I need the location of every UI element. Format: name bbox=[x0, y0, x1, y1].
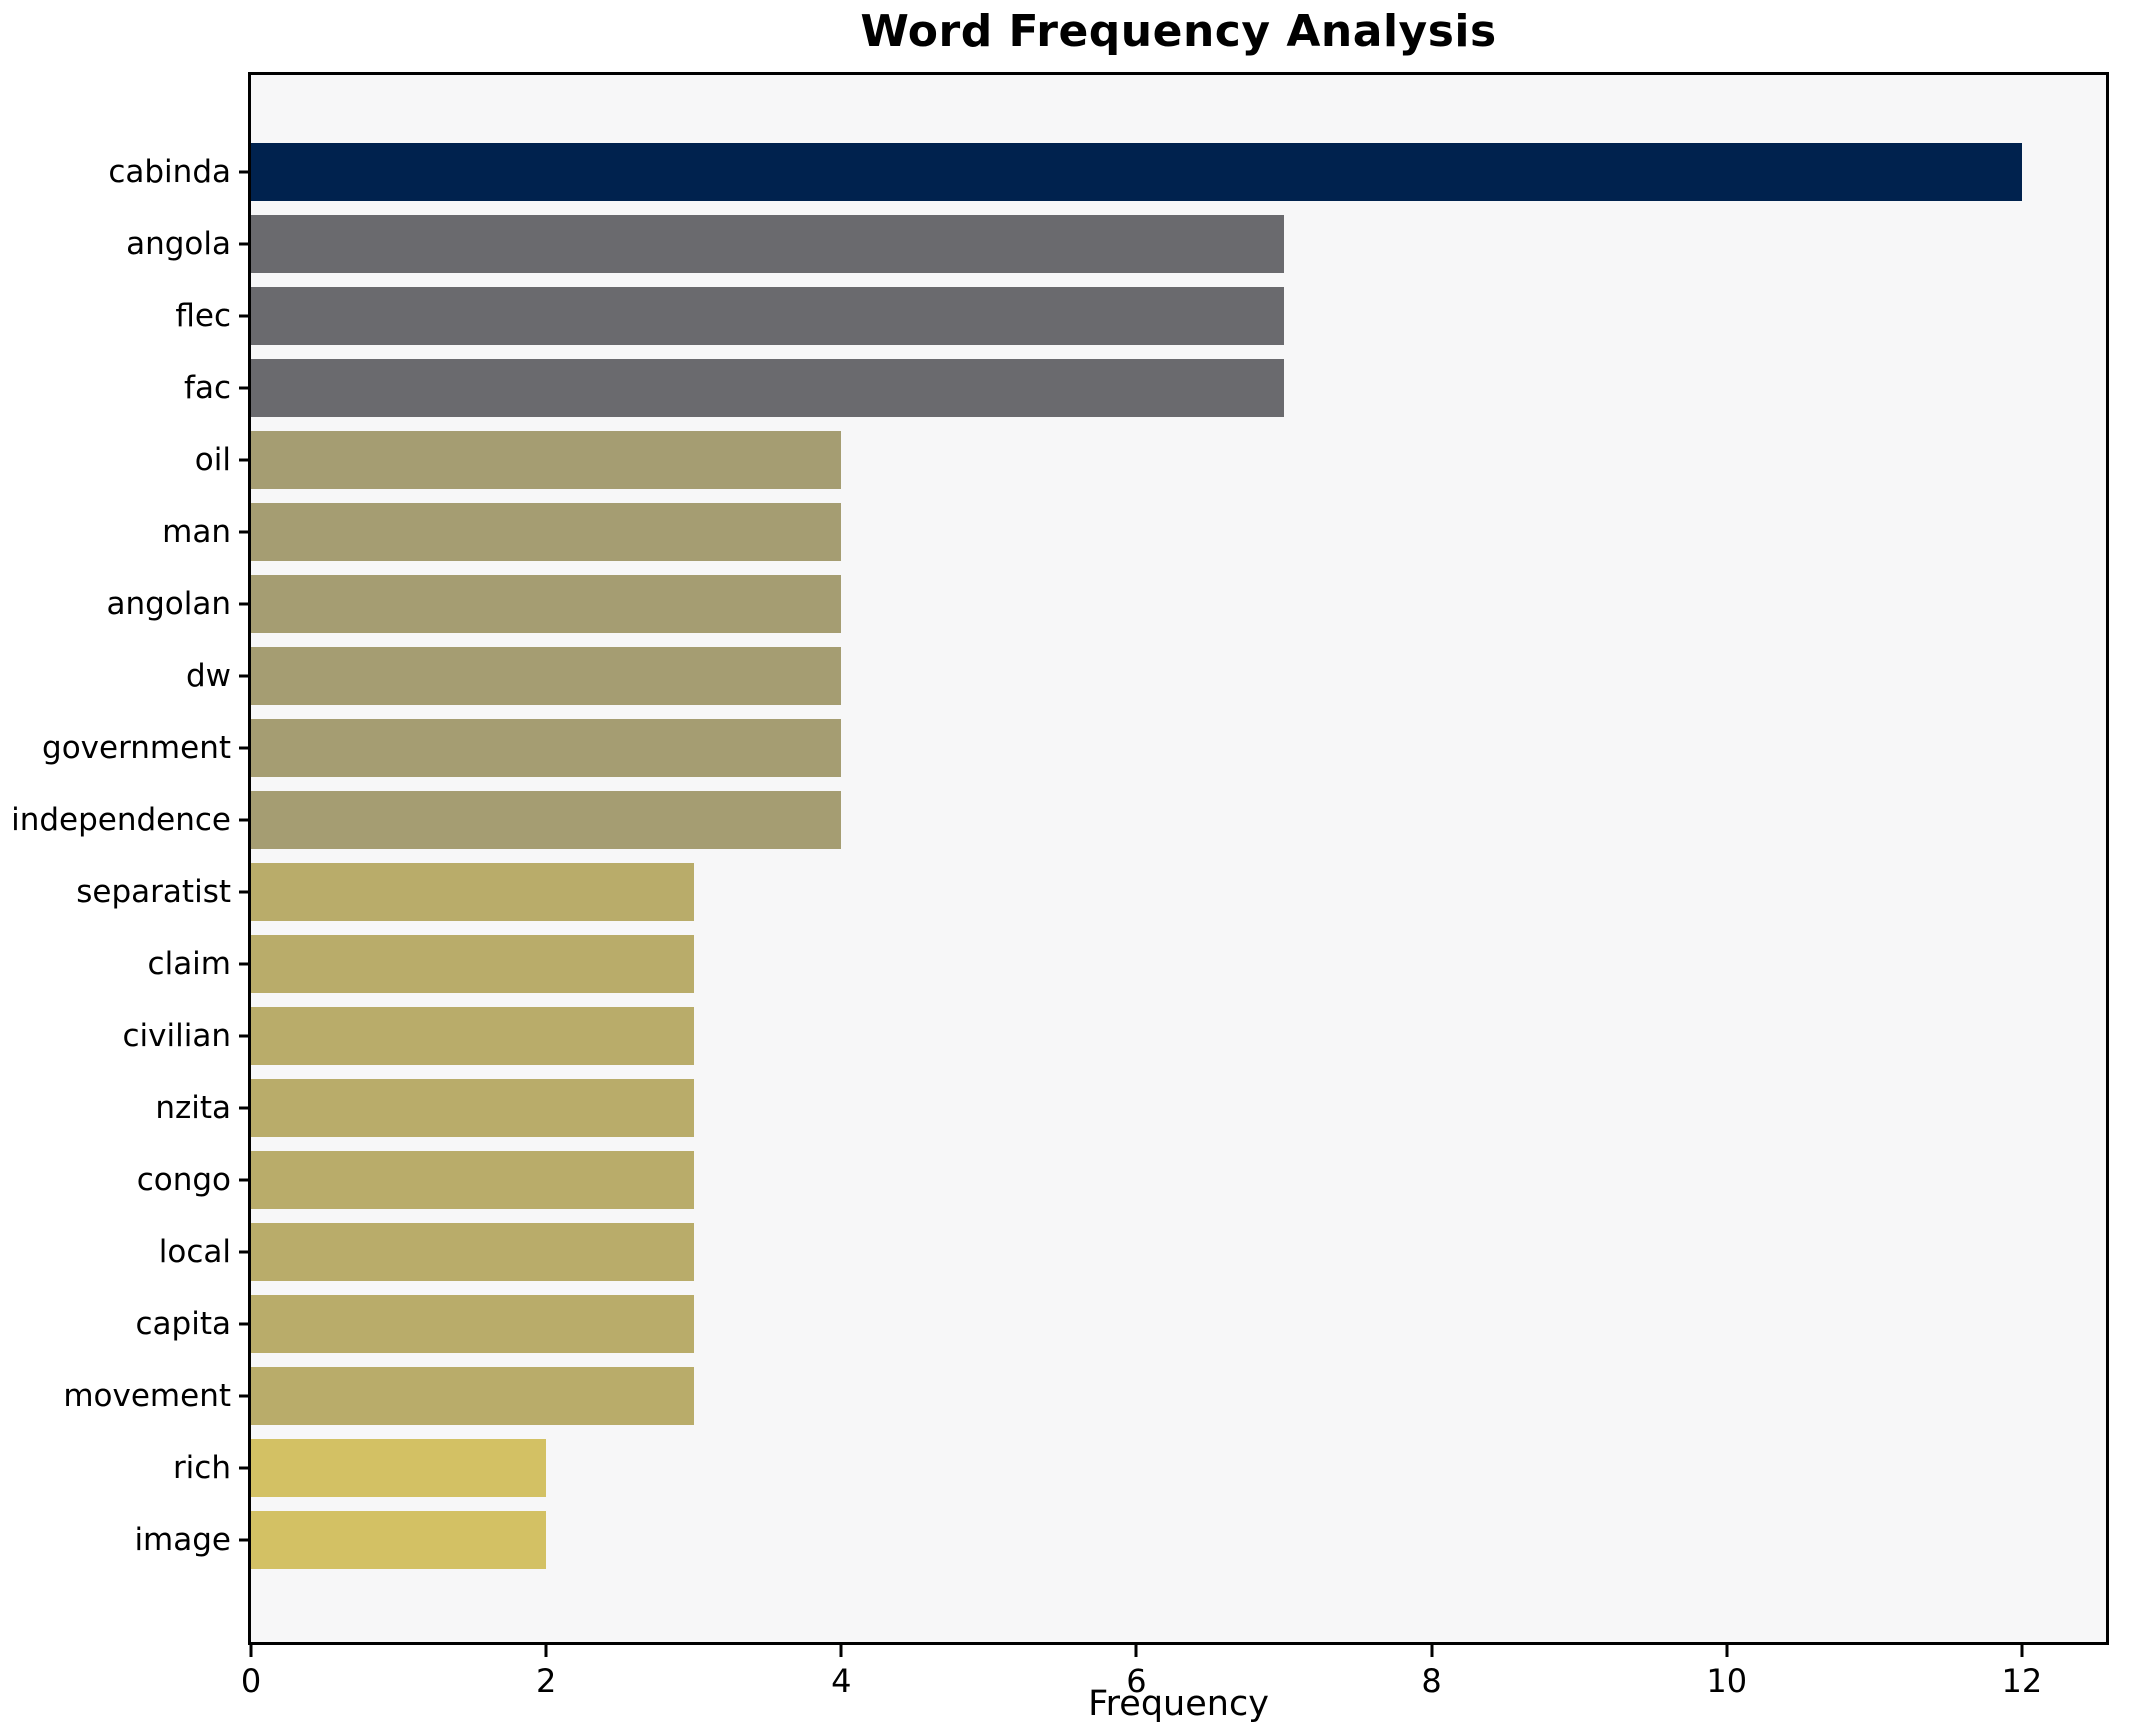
bar-angola bbox=[251, 215, 1284, 273]
bar-row: fac bbox=[184, 352, 2106, 424]
x-tick-label: 0 bbox=[240, 1662, 262, 1700]
y-tick-mark bbox=[239, 818, 248, 822]
bar-congo bbox=[251, 1151, 694, 1209]
y-tick-mark bbox=[239, 1322, 248, 1326]
bar-row: oil bbox=[195, 424, 2106, 496]
bar-row: capita bbox=[136, 1288, 2106, 1360]
y-tick-mark bbox=[239, 602, 248, 606]
x-tick-mark bbox=[544, 1645, 548, 1657]
x-tick-mark bbox=[1430, 1645, 1434, 1657]
x-tick-label: 12 bbox=[2001, 1662, 2043, 1700]
bar-row: independence bbox=[11, 784, 2106, 856]
bars-container: cabinda angola flec fac oil man angolan dw gover… bbox=[11, 75, 2106, 1642]
y-tick-mark bbox=[239, 1106, 248, 1110]
bar-rich bbox=[251, 1439, 547, 1497]
x-tick-label: 4 bbox=[831, 1662, 852, 1700]
x-tick-mark bbox=[1725, 1645, 1729, 1657]
y-axis-label: separatist bbox=[76, 874, 231, 910]
bar-row: separatist bbox=[76, 856, 2106, 928]
bar-row: government bbox=[42, 712, 2106, 784]
bar-row: angola bbox=[126, 208, 2106, 280]
y-tick-mark bbox=[239, 890, 248, 894]
y-tick-mark bbox=[239, 314, 248, 318]
y-axis-label: congo bbox=[136, 1162, 231, 1198]
y-tick-mark bbox=[239, 1250, 248, 1254]
bar-row: rich bbox=[173, 1432, 2106, 1504]
y-axis-label: rich bbox=[172, 1450, 231, 1486]
bar-movement bbox=[251, 1367, 694, 1425]
bar-nzita bbox=[251, 1079, 694, 1137]
y-axis-label: civilian bbox=[122, 1018, 232, 1054]
bar-row: movement bbox=[63, 1360, 2106, 1432]
y-tick-mark bbox=[239, 674, 248, 678]
y-tick-mark bbox=[239, 386, 248, 390]
y-axis-label: cabinda bbox=[108, 154, 231, 190]
bar-civilian bbox=[251, 1007, 694, 1065]
bar-row: flec bbox=[175, 280, 2106, 352]
y-axis-label: image bbox=[134, 1522, 231, 1558]
x-tick-label: 2 bbox=[535, 1662, 557, 1700]
bar-local bbox=[251, 1223, 694, 1281]
y-axis-label: man bbox=[162, 514, 231, 550]
bar-row: claim bbox=[148, 928, 2106, 1000]
x-axis-label: Frequency bbox=[1088, 1684, 1269, 1722]
bar-row: civilian bbox=[123, 1000, 2106, 1072]
bar-row: congo bbox=[137, 1144, 2106, 1216]
y-axis-label: flec bbox=[175, 298, 231, 334]
bar-fac bbox=[251, 359, 1284, 417]
y-tick-mark bbox=[239, 170, 248, 174]
y-tick-mark bbox=[239, 242, 248, 246]
y-axis-label: nzita bbox=[155, 1090, 231, 1126]
x-tick-mark bbox=[249, 1645, 253, 1657]
bar-row: cabinda bbox=[108, 136, 2106, 208]
y-axis-label: movement bbox=[63, 1378, 231, 1414]
bar-capita bbox=[251, 1295, 694, 1353]
x-tick-label: 8 bbox=[1421, 1662, 1442, 1700]
bar-row: dw bbox=[186, 640, 2106, 712]
bar-flec bbox=[251, 287, 1284, 345]
bar-row: man bbox=[162, 496, 2106, 568]
y-tick-mark bbox=[239, 746, 248, 750]
bar-image bbox=[251, 1511, 547, 1569]
y-axis-label: dw bbox=[185, 658, 231, 694]
bar-row: image bbox=[134, 1504, 2106, 1576]
bar-separatist bbox=[251, 863, 694, 921]
y-axis-label: oil bbox=[194, 442, 231, 478]
y-tick-mark bbox=[239, 458, 248, 462]
y-axis-label: angola bbox=[126, 226, 231, 262]
bar-row: nzita bbox=[155, 1072, 2106, 1144]
bar-angolan bbox=[251, 575, 842, 633]
bar-government bbox=[251, 719, 842, 777]
chart-title: Word Frequency Analysis bbox=[860, 6, 1497, 57]
bar-row: angolan bbox=[106, 568, 2106, 640]
y-axis-label: fac bbox=[184, 370, 231, 406]
x-tick-label: 10 bbox=[1706, 1662, 1748, 1700]
bar-claim bbox=[251, 935, 694, 993]
y-tick-mark bbox=[239, 530, 248, 534]
x-tick-mark bbox=[2020, 1645, 2024, 1657]
y-axis-label: local bbox=[158, 1234, 231, 1270]
y-tick-mark bbox=[239, 962, 248, 966]
bar-dw bbox=[251, 647, 842, 705]
y-axis-label: government bbox=[42, 730, 231, 766]
x-tick-label: 6 bbox=[1126, 1662, 1147, 1700]
bar-cabinda bbox=[251, 143, 2022, 201]
x-tick-mark bbox=[839, 1645, 843, 1657]
bar-man bbox=[251, 503, 842, 561]
x-tick-mark bbox=[1134, 1645, 1138, 1657]
y-axis-label: angolan bbox=[106, 586, 231, 622]
bar-independence bbox=[251, 791, 842, 849]
bar-row: local bbox=[159, 1216, 2106, 1288]
y-axis-label: independence bbox=[11, 802, 231, 838]
y-axis-label: claim bbox=[147, 946, 231, 982]
y-axis-label: capita bbox=[135, 1306, 231, 1342]
bar-oil bbox=[251, 431, 842, 489]
y-tick-mark bbox=[239, 1178, 248, 1182]
y-tick-mark bbox=[239, 1538, 248, 1542]
y-tick-mark bbox=[239, 1394, 248, 1398]
y-tick-mark bbox=[239, 1466, 248, 1470]
plot-area: cabinda angola flec fac oil man angolan dw gover… bbox=[11, 72, 2109, 1700]
y-tick-mark bbox=[239, 1034, 248, 1038]
